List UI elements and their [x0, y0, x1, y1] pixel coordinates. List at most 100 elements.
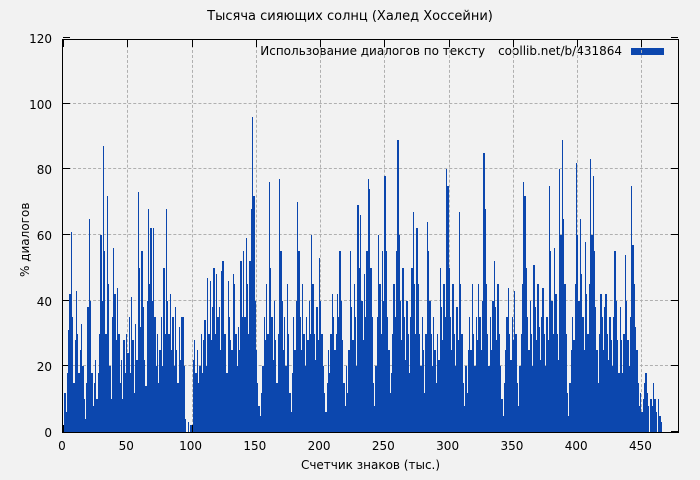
- bar: [213, 267, 215, 432]
- bar: [482, 300, 484, 432]
- bar: [116, 287, 119, 432]
- bar: [564, 284, 566, 432]
- bar: [376, 317, 378, 432]
- bar: [204, 320, 206, 432]
- bar: [81, 323, 83, 432]
- bar: [565, 333, 567, 432]
- bar: [169, 294, 171, 432]
- y-tick-mark: [671, 234, 678, 235]
- bar: [491, 349, 493, 432]
- bar: [134, 323, 137, 432]
- bar: [385, 251, 387, 432]
- bar: [217, 317, 219, 432]
- bar: [321, 333, 323, 432]
- bar: [575, 162, 578, 432]
- bar: [151, 300, 153, 432]
- bar: [501, 399, 503, 432]
- gridline-vertical: [320, 40, 322, 432]
- bar: [96, 399, 98, 432]
- bar: [397, 139, 399, 432]
- bar: [533, 264, 535, 432]
- gridline-vertical: [127, 40, 129, 432]
- bar: [628, 366, 630, 432]
- bar: [582, 317, 584, 432]
- bar: [555, 294, 557, 432]
- bar: [556, 333, 558, 432]
- bar: [289, 392, 291, 432]
- bar: [561, 139, 564, 432]
- bar: [228, 317, 231, 432]
- bar: [428, 251, 430, 432]
- x-tick-mark: [512, 40, 514, 47]
- legend-url: coollib.net/b/431864: [498, 44, 622, 58]
- x-tick-label: 100: [179, 439, 202, 453]
- bar: [331, 294, 333, 432]
- bar: [560, 235, 562, 432]
- bar: [592, 175, 594, 432]
- bar: [402, 267, 404, 432]
- bar: [569, 382, 571, 432]
- bar: [320, 300, 322, 432]
- bar: [595, 307, 597, 432]
- x-tick-mark: [255, 40, 257, 47]
- bar: [212, 307, 214, 432]
- bar: [426, 221, 429, 432]
- bar: [113, 248, 115, 432]
- bar: [359, 215, 362, 432]
- bar: [72, 317, 74, 432]
- bar: [439, 267, 441, 432]
- bar: [653, 382, 655, 432]
- bar: [422, 349, 425, 432]
- bar: [597, 382, 600, 432]
- bar: [541, 317, 543, 432]
- gridline-vertical: [191, 40, 193, 432]
- bar: [534, 307, 537, 432]
- bar: [516, 382, 519, 432]
- y-tick-label: 40: [36, 294, 52, 309]
- bar: [605, 294, 607, 432]
- bar: [239, 349, 241, 432]
- bar: [514, 290, 516, 432]
- bar: [97, 372, 99, 432]
- bar: [325, 412, 327, 432]
- bar: [550, 251, 552, 432]
- bar: [278, 179, 281, 432]
- bar: [107, 284, 110, 432]
- bar: [263, 317, 265, 432]
- bar: [86, 382, 88, 432]
- bar: [326, 382, 328, 432]
- bar: [197, 382, 200, 432]
- bar: [210, 340, 213, 432]
- bar: [341, 340, 344, 432]
- bar: [404, 359, 407, 432]
- bar: [233, 284, 236, 432]
- bar: [496, 340, 498, 432]
- bar: [291, 372, 294, 432]
- bar: [142, 307, 144, 432]
- bar: [237, 326, 240, 432]
- bar: [149, 284, 151, 432]
- bar: [285, 366, 287, 432]
- bar: [242, 251, 245, 432]
- bar: [143, 359, 146, 432]
- legend-label: Использование диалогов по тексту: [260, 44, 486, 58]
- bar: [314, 359, 317, 432]
- bar: [304, 366, 306, 432]
- bar: [362, 340, 364, 432]
- bar: [584, 241, 587, 432]
- bar: [546, 317, 548, 432]
- bar: [624, 254, 627, 432]
- bar: [415, 333, 417, 432]
- x-tick-mark: [191, 40, 193, 47]
- bar: [377, 235, 380, 432]
- bar: [469, 317, 471, 432]
- x-tick-mark: [641, 40, 643, 47]
- bar: [329, 372, 331, 432]
- bar: [528, 349, 530, 432]
- bar: [588, 284, 591, 432]
- bar: [615, 300, 618, 432]
- bar: [236, 366, 238, 432]
- bar: [227, 280, 229, 432]
- bar: [413, 284, 416, 432]
